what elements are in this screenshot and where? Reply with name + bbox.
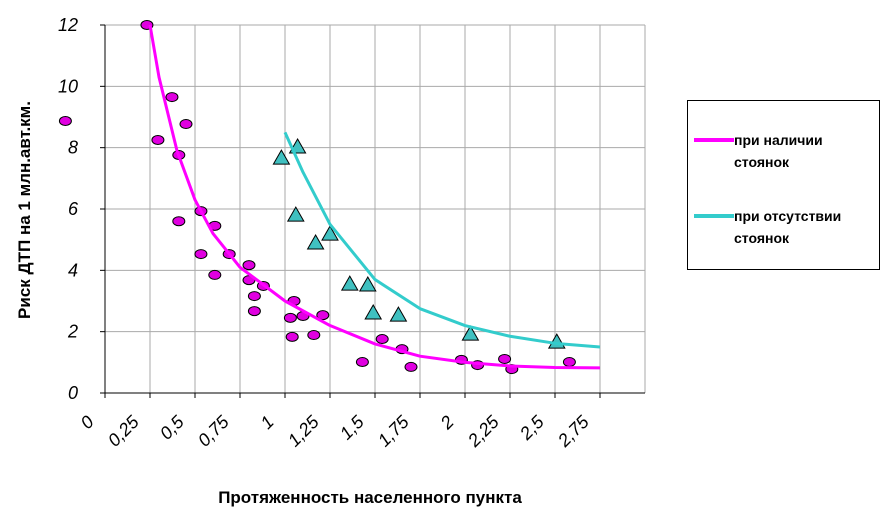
- point: [58, 115, 72, 126]
- x-tick-label: 2,5: [515, 411, 548, 444]
- y-tick-label: 0: [68, 383, 78, 403]
- point: [355, 357, 369, 368]
- point: [286, 206, 305, 222]
- point: [283, 312, 297, 323]
- point: [498, 353, 512, 364]
- point: [285, 331, 299, 342]
- x-axis-title: Протяженность населенного пункта: [218, 488, 522, 507]
- point: [321, 225, 339, 241]
- x-tick-label: 2: [436, 412, 458, 434]
- point: [307, 330, 321, 341]
- x-tick-label: 0: [77, 412, 98, 433]
- x-tick-label: 1,25: [284, 411, 324, 451]
- legend-swatch: [694, 138, 734, 142]
- y-tick-label: 2: [67, 322, 78, 342]
- legend-label: при отсутствии стоянок: [734, 208, 842, 246]
- trend-line: [148, 24, 601, 370]
- point: [165, 92, 179, 103]
- point: [547, 333, 566, 349]
- y-tick-label: 4: [68, 260, 78, 280]
- point: [389, 306, 408, 322]
- y-tick-label: 6: [68, 199, 79, 219]
- legend-label: при наличии стоянок: [734, 132, 823, 170]
- point: [358, 276, 377, 292]
- point: [194, 249, 208, 260]
- legend-entry: при наличии стоянок: [694, 129, 874, 173]
- point: [404, 361, 418, 372]
- point: [208, 269, 222, 280]
- trend-line: [283, 131, 601, 349]
- point: [151, 135, 165, 145]
- x-tick-label: 0,75: [194, 411, 234, 451]
- point: [306, 234, 325, 250]
- x-tick-label: 1,5: [336, 411, 369, 444]
- y-axis-title: Риск ДТП на 1 млн.авт.км.: [15, 101, 34, 319]
- x-tick-label: 0,5: [156, 411, 189, 444]
- point: [247, 306, 261, 317]
- point: [375, 334, 389, 345]
- point: [242, 260, 256, 271]
- point: [364, 303, 383, 320]
- point: [461, 325, 480, 341]
- y-tick-label: 12: [58, 15, 78, 35]
- x-tick-label: 0,25: [104, 411, 144, 451]
- legend-entry: при отсутствии стоянок: [694, 205, 874, 249]
- legend: при наличии стоянок при отсутствии стояно…: [687, 100, 880, 270]
- x-tick-label: 1,75: [374, 411, 414, 451]
- point: [340, 275, 359, 291]
- point: [316, 310, 330, 321]
- legend-swatch: [694, 214, 734, 218]
- point: [272, 149, 291, 165]
- y-tick-label: 10: [58, 76, 78, 96]
- x-tick-label: 2,75: [553, 411, 593, 451]
- y-tick-label: 8: [68, 138, 78, 158]
- x-tick-label: 1: [257, 412, 278, 433]
- point: [562, 357, 576, 368]
- point: [247, 291, 261, 302]
- point: [179, 119, 193, 130]
- x-tick-label: 2,25: [463, 411, 503, 451]
- point: [172, 216, 186, 227]
